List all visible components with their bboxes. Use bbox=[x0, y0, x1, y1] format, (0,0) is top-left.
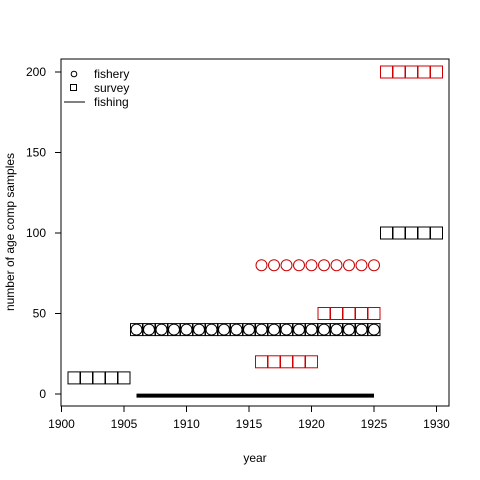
survey-point bbox=[417, 226, 431, 240]
fishery-point bbox=[268, 259, 280, 272]
survey-point bbox=[117, 371, 131, 385]
survey-point bbox=[317, 307, 331, 320]
y-tick-label: 50 bbox=[33, 307, 47, 321]
fishery-point bbox=[343, 323, 355, 336]
legend-label: fishing bbox=[94, 95, 129, 109]
survey-point bbox=[255, 355, 268, 369]
survey-point bbox=[405, 65, 418, 79]
survey-point bbox=[392, 226, 406, 240]
legend-label: fishery bbox=[94, 67, 129, 81]
survey-point bbox=[430, 65, 443, 79]
survey-point bbox=[392, 65, 406, 79]
fishery-point bbox=[293, 323, 305, 336]
legend-square-icon bbox=[70, 84, 77, 91]
fishery-point bbox=[368, 259, 380, 272]
fishery-point bbox=[280, 259, 293, 272]
survey-point bbox=[305, 355, 318, 369]
survey-point bbox=[105, 371, 118, 385]
y-axis-title: number of age comp samples bbox=[3, 153, 17, 311]
y-tick-label: 0 bbox=[39, 387, 46, 401]
fishery-point bbox=[243, 323, 255, 336]
survey-point bbox=[417, 65, 431, 79]
survey-point bbox=[342, 307, 356, 320]
survey-point bbox=[380, 226, 393, 240]
fishery-point bbox=[155, 323, 168, 336]
fishery-point bbox=[330, 323, 343, 336]
fishery-point bbox=[230, 323, 243, 336]
x-tick-label: 1920 bbox=[298, 417, 325, 431]
fishery-point bbox=[280, 323, 293, 336]
survey-point bbox=[280, 355, 293, 369]
fishery-point bbox=[180, 323, 193, 336]
fishery-point bbox=[368, 323, 380, 336]
y-tick-label: 100 bbox=[26, 226, 46, 240]
fishery-point bbox=[330, 259, 343, 272]
fishery-point bbox=[355, 259, 368, 272]
x-tick-label: 1925 bbox=[361, 417, 388, 431]
fishery-point bbox=[268, 323, 280, 336]
survey-point bbox=[430, 226, 443, 240]
survey-point bbox=[267, 355, 281, 369]
survey-point bbox=[405, 226, 418, 240]
fishery-point bbox=[218, 323, 230, 336]
survey-point bbox=[330, 307, 343, 320]
survey-point bbox=[292, 355, 306, 369]
survey-point bbox=[355, 307, 368, 320]
survey-point bbox=[380, 65, 393, 79]
fishery-point bbox=[355, 323, 368, 336]
fishery-point bbox=[255, 323, 268, 336]
x-tick-label: 1900 bbox=[48, 417, 75, 431]
fishery-point bbox=[130, 323, 143, 336]
data-marks bbox=[67, 65, 443, 398]
x-tick-label: 1910 bbox=[173, 417, 200, 431]
x-axis-title: year bbox=[243, 451, 266, 465]
fishery-point bbox=[168, 323, 180, 336]
fishery-point bbox=[255, 259, 268, 272]
fishery-point bbox=[293, 259, 305, 272]
survey-point bbox=[67, 371, 81, 385]
survey-point bbox=[80, 371, 93, 385]
survey-point bbox=[92, 371, 106, 385]
survey-point bbox=[367, 323, 381, 337]
fishery-point bbox=[305, 323, 318, 336]
fishery-point bbox=[193, 323, 205, 336]
fishery-point bbox=[343, 259, 355, 272]
fishery-point bbox=[318, 323, 330, 336]
axes: 1900 1905 1910 1915 1920 1925 1930 0 50 100 150 200 bbox=[26, 65, 450, 431]
legend-circle-icon bbox=[70, 70, 78, 78]
fishery-point bbox=[305, 259, 318, 272]
fishery-point bbox=[318, 259, 330, 272]
fishery-point bbox=[205, 323, 218, 336]
legend-label: survey bbox=[94, 81, 129, 95]
y-tick-label: 200 bbox=[26, 65, 46, 79]
survey-point bbox=[367, 307, 381, 320]
x-tick-label: 1915 bbox=[236, 417, 263, 431]
fishery-point bbox=[143, 323, 155, 336]
x-tick-label: 1905 bbox=[111, 417, 138, 431]
plot-box bbox=[60, 58, 450, 407]
x-tick-label: 1930 bbox=[423, 417, 450, 431]
y-tick-label: 150 bbox=[26, 146, 46, 160]
